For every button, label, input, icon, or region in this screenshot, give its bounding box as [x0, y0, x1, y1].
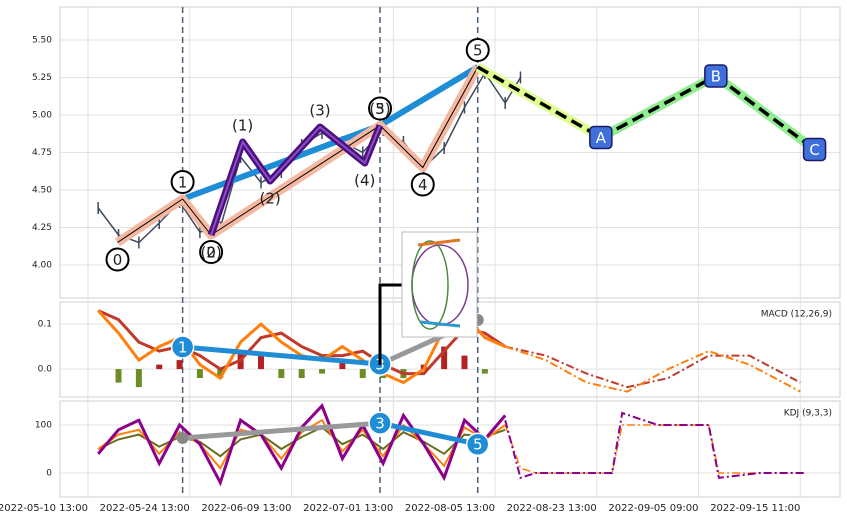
annotation-label: 3: [375, 415, 385, 433]
histogram-bar: [176, 360, 183, 370]
k-line: [97, 418, 506, 470]
x-tick-label: 2022-06-09 13:00: [201, 503, 291, 514]
wave-label: 2: [206, 244, 216, 262]
wave-label: C: [809, 141, 819, 159]
y-tick-label: 100: [35, 421, 52, 431]
y-tick-label: 4.00: [32, 261, 52, 271]
wave-label: 5: [473, 42, 483, 60]
wave-label-box: [704, 64, 728, 88]
panel-title: MACD (12,26,9): [761, 310, 832, 320]
histogram-bar: [481, 369, 488, 374]
y-tick-label: 5.00: [32, 111, 52, 121]
wave-label-circle: [465, 38, 490, 62]
histogram-bar: [319, 369, 326, 374]
annotation-line: [379, 420, 479, 447]
annotation-label: 1: [178, 339, 188, 357]
histogram-bar: [217, 369, 224, 379]
annotation-point: [368, 411, 392, 435]
wave-label: (1): [232, 117, 253, 135]
signal-forecast: [504, 345, 801, 389]
histogram-bar: [298, 369, 305, 379]
k-forecast: [504, 424, 806, 474]
panel-title: KDJ (9,3,3): [784, 409, 832, 419]
primary-wave-core: [117, 66, 479, 243]
wave-label: (5): [369, 100, 390, 118]
histogram-bar: [135, 369, 142, 388]
y-tick-label: 0.1: [38, 320, 52, 330]
y-tick-label: 5.25: [32, 73, 52, 83]
wave-label: 3: [375, 100, 385, 118]
wave-label: (4): [354, 172, 375, 190]
annotation-point: [176, 431, 189, 444]
wave-label-circle: [410, 172, 435, 197]
d-line: [97, 426, 506, 458]
x-tick-label: 2022-08-05 13:00: [405, 503, 495, 514]
wave-label-circle: [199, 240, 224, 264]
inset-frame: [401, 231, 478, 338]
x-tick-label: 2022-09-15 11:00: [710, 503, 800, 514]
y-tick-label: 4.50: [32, 186, 52, 196]
histogram-bar: [461, 355, 468, 370]
histogram-bar: [196, 369, 203, 379]
wave-label-circle: [368, 96, 393, 121]
y-tick-label: 4.75: [32, 148, 52, 158]
inset-track: [411, 240, 449, 330]
macd-forecast: [504, 345, 801, 393]
forecast-wave-dash: [714, 74, 816, 151]
histogram-bar: [156, 364, 163, 370]
j-forecast: [504, 411, 806, 480]
forecast-wave-dash: [600, 74, 717, 140]
histogram-bar: [278, 369, 285, 379]
x-tick-label: 2022-09-05 09:00: [608, 503, 698, 514]
wave-label-circle: [105, 247, 130, 272]
y-tick-label: 5.50: [32, 36, 52, 46]
x-tick-label: 2022-08-23 13:00: [507, 503, 597, 514]
annotation-line: [182, 344, 381, 367]
wave-label: 0: [113, 251, 123, 269]
minor-wave-core: [210, 125, 381, 236]
inset-car: [417, 238, 461, 247]
y-tick-label: 0: [46, 469, 52, 479]
wave-label: 1: [178, 174, 188, 192]
histogram-bar: [441, 346, 448, 370]
marks: 4.00 4.25 4.50 4.75 5.00 5.25 5.50 0.0 0.1 MACD (…: [0, 7, 832, 514]
forecast-wave-dash: [476, 65, 602, 140]
y-tick-label: 0.0: [38, 365, 53, 375]
histogram-bar: [359, 369, 366, 379]
inset-car: [419, 320, 461, 328]
wave-label-circle: [170, 170, 195, 194]
histogram-bar: [339, 360, 346, 370]
connector: [378, 283, 408, 365]
wave-label: (0): [200, 244, 221, 262]
annotation-point: [170, 335, 195, 359]
wave-label: A: [596, 129, 607, 147]
inset-image: [378, 231, 478, 365]
wave-label-box: [589, 125, 613, 150]
annotation-line: [182, 420, 381, 441]
wave-label: (2): [260, 190, 281, 208]
wave-label: B: [711, 68, 721, 86]
wave-label-box: [802, 137, 827, 162]
x-tick-label: 2022-05-24 13:00: [100, 503, 190, 514]
wave-label: (3): [309, 102, 330, 120]
annotation-point: [465, 432, 490, 456]
annotation-label: 5: [473, 436, 483, 454]
y-tick-label: 4.25: [32, 223, 52, 233]
signal-line: [97, 309, 507, 376]
histogram-bar: [115, 369, 122, 383]
x-tick-label: 2022-05-10 13:00: [0, 503, 88, 514]
wave-label: 4: [418, 176, 428, 194]
x-tick-label: 2022-07-01 13:00: [303, 503, 393, 514]
histogram-bar: [257, 355, 264, 370]
